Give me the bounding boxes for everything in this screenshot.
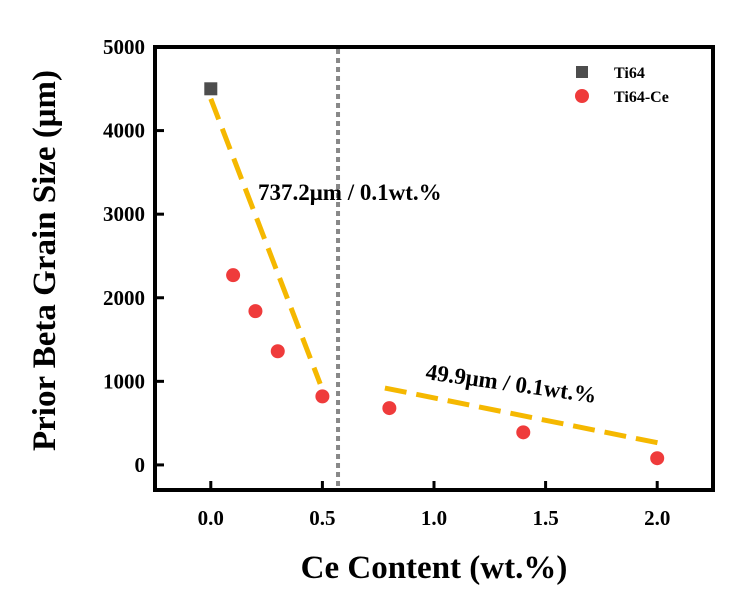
legend-label-ti64-ce: Ti64-Ce (614, 89, 669, 106)
y-axis-title: Prior Beta Grain Size (μm) (27, 70, 63, 451)
y-tick-label: 4000 (103, 119, 145, 143)
axis-ticks: 0.0 0.5 1.0 1.5 2.0 0 1000 2000 3000 4000 5000 (103, 35, 670, 530)
x-tick-label: 1.5 (532, 506, 558, 530)
data-point-ti64-ce (315, 389, 330, 404)
x-tick-label: 1.0 (421, 506, 447, 530)
data-points (204, 82, 665, 466)
trend-lines (208, 97, 665, 447)
y-tick-label: 5000 (103, 35, 145, 59)
legend: Ti64 Ti64-Ce (575, 65, 669, 106)
x-tick-label: 0.5 (309, 506, 335, 530)
x-tick-label: 2.0 (644, 506, 670, 530)
y-tick-label: 2000 (103, 286, 145, 310)
x-tick-label: 0.0 (198, 506, 224, 530)
data-point-ti64-ce (650, 451, 665, 466)
data-point-ti64-ce (270, 344, 285, 359)
y-tick-label: 3000 (103, 202, 145, 226)
plot-frame (153, 45, 715, 492)
data-point-ti64-ce (516, 425, 531, 440)
y-tick-label: 1000 (103, 369, 145, 393)
legend-label-ti64: Ti64 (614, 65, 645, 82)
trend-line (208, 97, 323, 385)
data-point-ti64-ce (226, 268, 241, 283)
legend-marker-ti64 (576, 66, 588, 78)
trend-label-steep: 737.2μm / 0.1wt.% (258, 180, 442, 205)
data-point-ti64 (204, 82, 218, 96)
data-point-ti64-ce (248, 304, 263, 319)
trend-line (384, 385, 665, 447)
annotations: 737.2μm / 0.1wt.%49.9μm / 0.1wt.% (258, 180, 598, 408)
x-axis-title: Ce Content (wt.%) (301, 550, 568, 586)
data-point-ti64-ce (382, 401, 397, 416)
y-tick-label: 0 (135, 453, 146, 477)
legend-marker-ti64-ce (575, 89, 589, 103)
